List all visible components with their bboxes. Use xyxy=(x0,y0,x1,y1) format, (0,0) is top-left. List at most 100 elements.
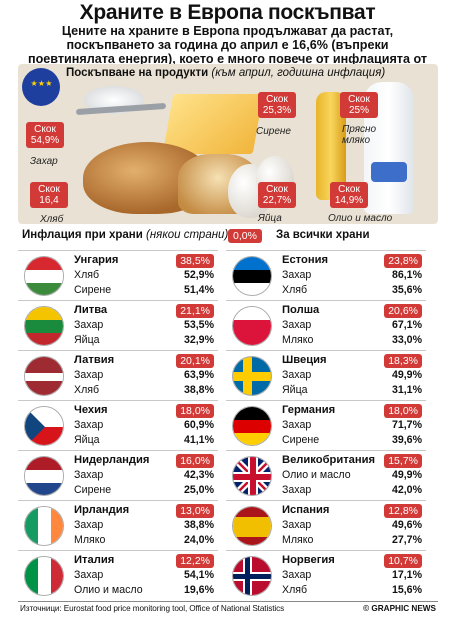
oil-badge: Скок 14,9% xyxy=(330,182,368,208)
country-card: Италия 12,2% Захар 54,1% Олио и масло 19,6% xyxy=(18,550,218,600)
product-value: 35,6% xyxy=(391,284,422,296)
inflation-badge: 18,0% xyxy=(384,404,422,418)
products-heading: Поскъпване на продукти (към април, годиш… xyxy=(66,67,385,79)
inflation-badge: 23,8% xyxy=(384,254,422,268)
country-card: Литва 21,1% Захар 53,5% Яйца 32,9% xyxy=(18,300,218,350)
country-flag-icon xyxy=(232,306,272,346)
milk-label: Прясно мляко xyxy=(342,124,377,146)
sugar-label: Захар xyxy=(30,156,58,167)
sources-text: Източници: Eurostat food price monitorin… xyxy=(20,604,285,613)
product-value: 71,7% xyxy=(391,419,422,431)
product-value: 60,9% xyxy=(183,419,214,431)
country-card: Полша 20,6% Захар 67,1% Мляко 33,0% xyxy=(226,300,426,350)
product-name: Захар xyxy=(74,369,104,381)
product-name: Мляко xyxy=(282,534,314,546)
product-name: Олио и масло xyxy=(74,584,143,596)
product-row: Яйца 32,9% xyxy=(74,334,214,346)
product-value: 86,1% xyxy=(391,269,422,281)
product-name: Захар xyxy=(282,484,312,496)
country-name: Ирландия xyxy=(74,504,130,516)
country-card: Естония 23,8% Захар 86,1% Хляб 35,6% xyxy=(226,250,426,300)
product-value: 33,0% xyxy=(391,334,422,346)
country-flag-icon xyxy=(24,256,64,296)
product-value: 27,7% xyxy=(391,534,422,546)
inflation-badge: 38,5% xyxy=(176,254,214,268)
product-row: Сирене 25,0% xyxy=(74,484,214,496)
product-value: 49,9% xyxy=(391,469,422,481)
country-card: Чехия 18,0% Захар 60,9% Яйца 41,1% xyxy=(18,400,218,450)
product-value: 54,1% xyxy=(183,569,214,581)
product-name: Хляб xyxy=(282,584,308,596)
product-value: 38,8% xyxy=(183,384,214,396)
product-row: Захар 67,1% xyxy=(282,319,422,331)
product-value: 25,0% xyxy=(183,484,214,496)
country-flag-icon xyxy=(232,356,272,396)
product-name: Олио и масло xyxy=(282,469,351,481)
product-name: Захар xyxy=(282,269,312,281)
country-card: Ирландия 13,0% Захар 38,8% Мляко 24,0% xyxy=(18,500,218,550)
page-title: Храните в Европа поскъпват xyxy=(79,1,376,24)
products-illustration: Поскъпване на продукти (към април, годиш… xyxy=(18,64,438,224)
product-value: 52,9% xyxy=(183,269,214,281)
eggs-label: Яйца xyxy=(258,213,282,224)
product-row: Захар 42,0% xyxy=(282,484,422,496)
country-flag-icon xyxy=(24,456,64,496)
header: Храните в Европа поскъпват Цените на хра… xyxy=(0,0,455,81)
zero-badge: 0,0% xyxy=(228,229,262,243)
country-flag-icon xyxy=(232,256,272,296)
country-flag-icon xyxy=(24,556,64,596)
inflation-badge: 18,0% xyxy=(176,404,214,418)
country-card: Швеция 18,3% Захар 49,9% Яйца 31,1% xyxy=(226,350,426,400)
credit-text: © GRAPHIC NEWS xyxy=(363,604,436,613)
product-row: Мляко 27,7% xyxy=(282,534,422,546)
country-name: Естония xyxy=(282,254,329,266)
food-inflation-heading-bold: Инфлация при храни xyxy=(22,229,143,241)
food-inflation-heading-italic: (някои страни) xyxy=(146,229,229,241)
product-name: Яйца xyxy=(74,334,100,346)
product-name: Яйца xyxy=(74,434,100,446)
products-heading-italic: (към април, годишна инфлация) xyxy=(211,67,386,79)
product-row: Хляб 38,8% xyxy=(74,384,214,396)
eu-flag-icon xyxy=(22,68,60,106)
inflation-badge: 13,0% xyxy=(176,504,214,518)
product-value: 38,8% xyxy=(183,519,214,531)
product-row: Сирене 39,6% xyxy=(282,434,422,446)
country-name: Швеция xyxy=(282,354,327,366)
country-name: Италия xyxy=(74,554,115,566)
country-name: Чехия xyxy=(74,404,108,416)
footer-divider xyxy=(18,601,438,602)
product-name: Захар xyxy=(282,369,312,381)
country-name: Великобритания xyxy=(282,454,376,466)
country-name: Унгария xyxy=(74,254,119,266)
product-row: Яйца 41,1% xyxy=(74,434,214,446)
bread-label: Хляб xyxy=(40,214,64,224)
country-name: Латвия xyxy=(74,354,115,366)
product-name: Сирене xyxy=(282,434,320,446)
product-value: 49,9% xyxy=(391,369,422,381)
product-row: Захар 63,9% xyxy=(74,369,214,381)
product-row: Сирене 51,4% xyxy=(74,284,214,296)
product-row: Олио и масло 49,9% xyxy=(282,469,422,481)
country-card: Испания 12,8% Захар 49,6% Мляко 27,7% xyxy=(226,500,426,550)
page-subtitle: Цените на храните в Европа продължават д… xyxy=(27,24,428,80)
product-row: Захар 71,7% xyxy=(282,419,422,431)
inflation-badge: 21,1% xyxy=(176,304,214,318)
product-name: Захар xyxy=(282,319,312,331)
country-name: Норвегия xyxy=(282,554,335,566)
product-row: Хляб 52,9% xyxy=(74,269,214,281)
cheese-image xyxy=(162,94,264,154)
product-row: Хляб 35,6% xyxy=(282,284,422,296)
product-name: Захар xyxy=(282,519,312,531)
all-foods-heading: За всички храни xyxy=(276,229,370,241)
inflation-badge: 16,0% xyxy=(176,454,214,468)
product-row: Хляб 15,6% xyxy=(282,584,422,596)
product-name: Захар xyxy=(74,569,104,581)
country-name: Литва xyxy=(74,304,108,316)
inflation-badge: 15,7% xyxy=(384,454,422,468)
product-name: Хляб xyxy=(74,269,100,281)
product-name: Захар xyxy=(74,519,104,531)
product-name: Захар xyxy=(74,319,104,331)
product-value: 41,1% xyxy=(183,434,214,446)
bread-badge: Скок 16,4 xyxy=(30,182,68,208)
product-value: 67,1% xyxy=(391,319,422,331)
